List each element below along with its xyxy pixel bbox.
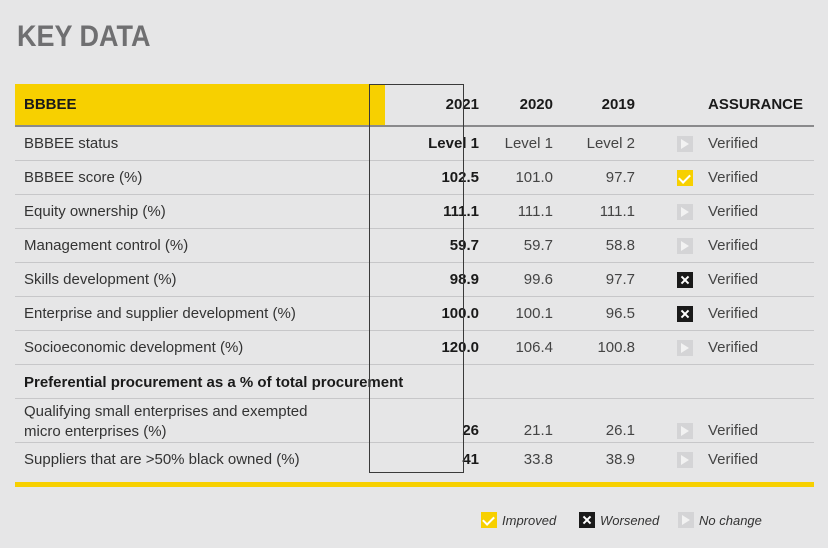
value-2020: 111.1 bbox=[517, 203, 553, 220]
legend-no-change: No change bbox=[678, 512, 762, 528]
value-2020: 59.7 bbox=[523, 237, 553, 254]
value-2021: 102.5 bbox=[441, 169, 479, 186]
value-2021: 120.0 bbox=[441, 339, 479, 356]
value-2021: 100.0 bbox=[441, 305, 479, 322]
header-2019: 2019 bbox=[601, 96, 635, 113]
value-2021: Level 1 bbox=[428, 135, 479, 152]
no-change-arrow-icon bbox=[677, 340, 693, 357]
assurance-value: Verified bbox=[708, 305, 759, 322]
row-label: Suppliers that are >50% black owned (%) bbox=[24, 451, 300, 468]
table-row: Enterprise and supplier development (%) … bbox=[15, 297, 814, 331]
legend-worsened: Worsened bbox=[579, 512, 659, 528]
value-2020: 100.1 bbox=[515, 305, 553, 322]
assurance-value: Verified bbox=[708, 422, 759, 439]
row-label: BBBEE status bbox=[24, 135, 119, 152]
worsened-x-icon bbox=[579, 512, 595, 528]
table-row: Suppliers that are >50% black owned (%) … bbox=[15, 443, 814, 476]
row-label: Qualifying small enterprises and exempte… bbox=[24, 402, 307, 442]
value-2020: Level 1 bbox=[504, 135, 553, 152]
value-2019: 97.7 bbox=[605, 169, 635, 186]
table-row: Skills development (%) 98.9 99.6 97.7 Ve… bbox=[15, 263, 814, 297]
value-2019: 97.7 bbox=[605, 271, 635, 288]
no-change-arrow-icon bbox=[677, 423, 693, 440]
section-heading: Preferential procurement as a % of total… bbox=[24, 374, 404, 391]
header-2020: 2020 bbox=[519, 96, 553, 113]
no-change-arrow-icon bbox=[677, 136, 693, 153]
assurance-value: Verified bbox=[708, 135, 759, 152]
value-2020: 21.1 bbox=[523, 422, 553, 439]
value-2020: 33.8 bbox=[523, 451, 553, 468]
assurance-value: Verified bbox=[708, 339, 759, 356]
bottom-rule bbox=[15, 482, 814, 487]
worsened-x-icon bbox=[677, 272, 693, 289]
value-2020: 101.0 bbox=[515, 169, 553, 186]
value-2019: Level 2 bbox=[586, 135, 635, 152]
value-2020: 106.4 bbox=[515, 339, 553, 356]
header-highlight bbox=[15, 84, 385, 125]
table-row: BBBEE score (%) 102.5 101.0 97.7 Verifie… bbox=[15, 161, 814, 195]
section-row: Preferential procurement as a % of total… bbox=[15, 365, 814, 399]
no-change-arrow-icon bbox=[677, 204, 693, 221]
worsened-x-icon bbox=[677, 306, 693, 323]
table-header: BBBEE 2021 2020 2019 ASSURANCE bbox=[15, 84, 814, 127]
table-row: Management control (%) 59.7 59.7 58.8 Ve… bbox=[15, 229, 814, 263]
row-label-line1: Qualifying small enterprises and exempte… bbox=[24, 403, 308, 420]
assurance-value: Verified bbox=[708, 451, 759, 468]
value-2019: 111.1 bbox=[599, 203, 635, 220]
row-label: BBBEE score (%) bbox=[24, 169, 143, 186]
assurance-value: Verified bbox=[708, 237, 759, 254]
header-section-label: BBBEE bbox=[24, 96, 77, 113]
table-row: BBBEE status Level 1 Level 1 Level 2 Ver… bbox=[15, 127, 814, 161]
header-assurance: ASSURANCE bbox=[708, 96, 804, 113]
row-label: Enterprise and supplier development (%) bbox=[24, 305, 296, 322]
legend-improved-label: Improved bbox=[502, 513, 557, 528]
assurance-value: Verified bbox=[708, 203, 759, 220]
legend-no-change-label: No change bbox=[699, 513, 762, 528]
value-2019: 26.1 bbox=[605, 422, 635, 439]
value-2019: 100.8 bbox=[597, 339, 635, 356]
assurance-value: Verified bbox=[708, 169, 759, 186]
table-row: Socioeconomic development (%) 120.0 106.… bbox=[15, 331, 814, 365]
row-label: Socioeconomic development (%) bbox=[24, 339, 244, 356]
row-label: Management control (%) bbox=[24, 237, 189, 254]
row-label-line2: micro enterprises (%) bbox=[24, 423, 167, 440]
page-title: KEY DATA bbox=[17, 20, 151, 53]
header-2021: 2021 bbox=[445, 96, 479, 113]
improved-check-icon bbox=[481, 512, 497, 528]
row-label: Equity ownership (%) bbox=[24, 203, 166, 220]
value-2019: 38.9 bbox=[605, 451, 635, 468]
no-change-arrow-icon bbox=[677, 238, 693, 255]
assurance-value: Verified bbox=[708, 271, 759, 288]
bbbee-table: BBBEE 2021 2020 2019 ASSURANCE BBBEE sta… bbox=[15, 84, 814, 476]
value-2019: 58.8 bbox=[605, 237, 635, 254]
value-2021: 26 bbox=[462, 422, 479, 439]
value-2021: 59.7 bbox=[449, 237, 479, 254]
table-row: Qualifying small enterprises and exempte… bbox=[15, 399, 814, 443]
row-label: Skills development (%) bbox=[24, 271, 177, 288]
value-2021: 111.1 bbox=[443, 203, 479, 220]
legend-improved: Improved bbox=[481, 512, 556, 528]
no-change-arrow-icon bbox=[678, 512, 694, 528]
value-2021: 41 bbox=[462, 451, 479, 468]
value-2020: 99.6 bbox=[523, 271, 553, 288]
legend-worsened-label: Worsened bbox=[600, 513, 660, 528]
value-2019: 96.5 bbox=[605, 305, 635, 322]
no-change-arrow-icon bbox=[677, 452, 693, 469]
value-2021: 98.9 bbox=[449, 271, 479, 288]
improved-check-icon bbox=[677, 170, 693, 187]
table-row: Equity ownership (%) 111.1 111.1 111.1 V… bbox=[15, 195, 814, 229]
